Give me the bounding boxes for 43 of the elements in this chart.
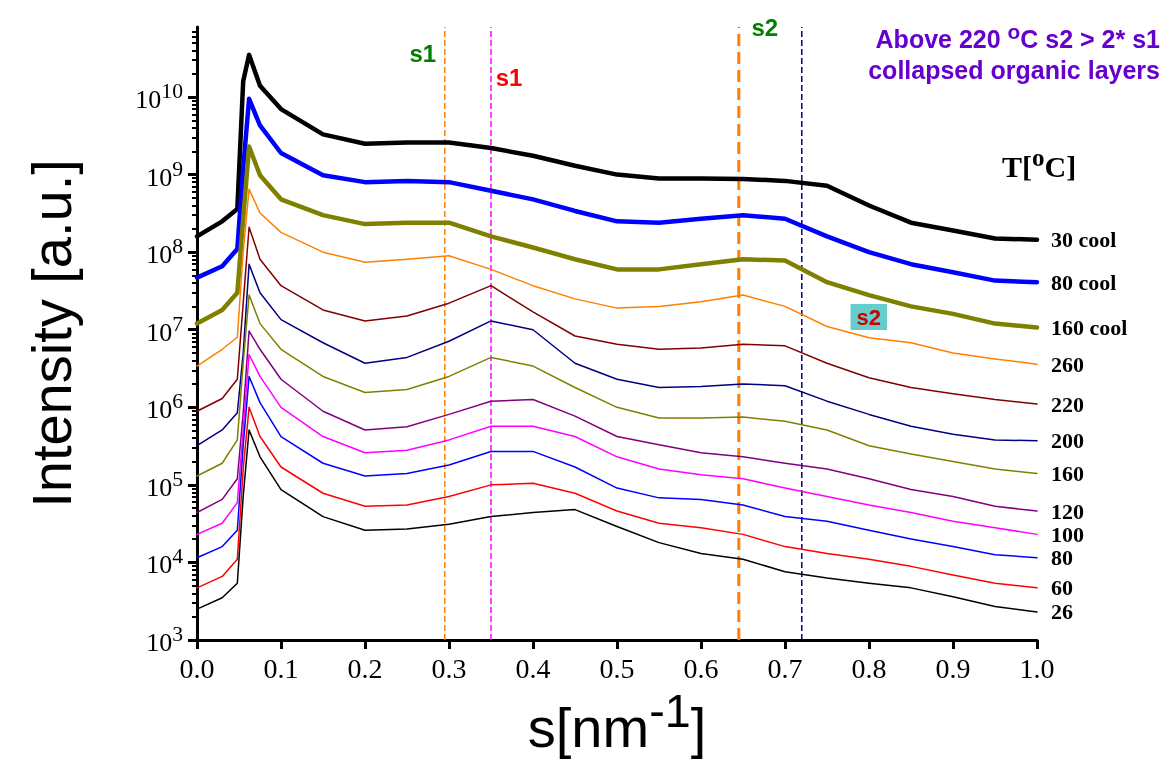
- line-series: [196, 330, 1038, 514]
- series-label: 80 cool: [1051, 269, 1117, 295]
- x-tick-label: 1.0: [1019, 652, 1055, 684]
- series-label: 100: [1051, 521, 1084, 547]
- x-tick-label: 0.7: [767, 652, 803, 684]
- x-tick-label: 0.3: [431, 652, 467, 684]
- y-tick-label: 10$^{10}$: [135, 79, 183, 114]
- ref-line-label: s2: [856, 304, 882, 330]
- legend-title: T[$^{o}$C]: [1002, 144, 1077, 183]
- line-series: [196, 226, 1038, 412]
- series-label: 160 cool: [1051, 314, 1128, 340]
- x-tick-label: 0.8: [851, 652, 887, 684]
- series-label: 120: [1051, 498, 1084, 524]
- series-label: 26: [1051, 599, 1073, 625]
- annotation: Above 220 $^{o}$C s2 > 2* s1: [875, 20, 1160, 54]
- ref-line-label: s1: [409, 39, 437, 67]
- x-tick-label: 0.2: [347, 652, 383, 684]
- series-label: 30 cool: [1051, 227, 1117, 253]
- series-label: 60: [1051, 575, 1073, 601]
- series-label: 260: [1051, 351, 1084, 377]
- x-tick-label: 0.4: [515, 652, 551, 684]
- x-tick-label: 0.5: [599, 652, 635, 684]
- y-tick-label: 10$^{9}$: [146, 156, 183, 192]
- series-label: 160: [1051, 461, 1084, 487]
- x-axis-title: s[nm$^{-1}$]: [527, 685, 707, 759]
- line-series: [196, 294, 1038, 477]
- line-series: [196, 406, 1038, 589]
- x-tick-label: 0.6: [683, 652, 719, 684]
- x-tick-label: 0.1: [263, 652, 299, 684]
- series-label: 220: [1051, 391, 1084, 417]
- y-axis-title: Intensity [a.u.]: [19, 159, 83, 508]
- line-series: [196, 375, 1038, 559]
- y-tick-label: 10$^{4}$: [146, 544, 183, 580]
- ref-line-label: s1: [495, 63, 523, 91]
- y-tick-label: 10$^{6}$: [146, 389, 183, 425]
- ref-line-label: s2: [751, 13, 779, 41]
- y-tick-label: 10$^{7}$: [146, 311, 183, 347]
- series-label: 80: [1051, 545, 1073, 571]
- y-tick-label: 10$^{8}$: [146, 234, 183, 269]
- series-label: 200: [1051, 428, 1084, 454]
- annotation: collapsed organic layers: [868, 56, 1160, 84]
- y-tick-label: 10$^{5}$: [146, 467, 183, 502]
- x-tick-label: 0.9: [935, 652, 971, 684]
